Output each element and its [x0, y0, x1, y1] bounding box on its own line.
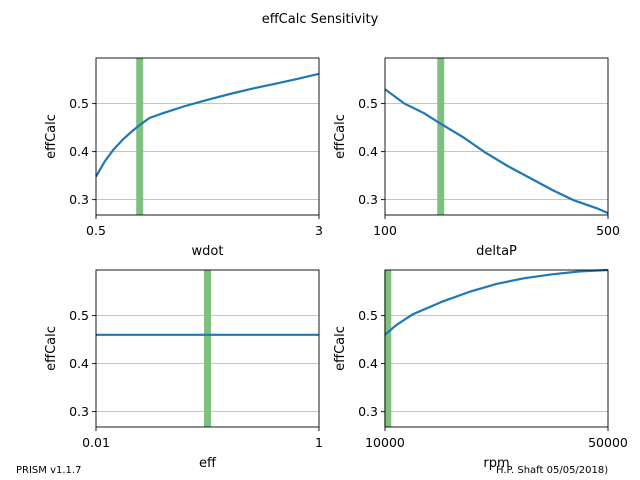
- footer-version: PRISM v1.1.7: [16, 465, 82, 476]
- x-tick-label: 10000: [365, 435, 405, 450]
- series-line: [95, 72, 320, 178]
- y-tick-label: 0.4: [358, 144, 378, 159]
- subplot-eff: 0.3 0.4 0.5 0.01 1 eff effCalc: [44, 269, 323, 471]
- axes-frame: [384, 269, 609, 428]
- y-tick-label: 0.5: [69, 96, 89, 111]
- x-tick-label: 0.5: [86, 223, 106, 238]
- y-tick-label: 0.5: [358, 308, 378, 323]
- axes-frame: [95, 57, 320, 216]
- x-axis-label: deltaP: [476, 244, 517, 259]
- series-line: [384, 88, 609, 215]
- x-axis-label: rpm: [483, 456, 509, 471]
- subplot-wdot: 0.3 0.4 0.5 0.5 3 wdot effCalc: [44, 57, 323, 259]
- y-tick-label: 0.5: [358, 96, 378, 111]
- x-tick-label: 500: [596, 223, 620, 238]
- y-axis-label: effCalc: [44, 326, 59, 371]
- x-tick-label: 1: [315, 435, 323, 450]
- marker-band: [437, 58, 445, 215]
- subplot-deltaP: 0.3 0.4 0.5 100 500 deltaP effCalc: [333, 57, 620, 259]
- x-axis-label: eff: [199, 456, 217, 471]
- y-tick-label: 0.4: [69, 356, 89, 371]
- x-axis-label: wdot: [192, 244, 224, 259]
- y-tick-label: 0.4: [358, 356, 378, 371]
- y-tick-label: 0.3: [358, 192, 378, 207]
- x-tick-label: 100: [373, 223, 397, 238]
- y-axis-label: effCalc: [333, 326, 348, 371]
- x-tick-label: 0.01: [82, 435, 110, 450]
- y-tick-label: 0.5: [69, 308, 89, 323]
- axes-frame: [384, 57, 609, 216]
- marker-band: [204, 270, 211, 427]
- y-axis-label: effCalc: [44, 114, 59, 159]
- y-tick-label: 0.3: [69, 192, 89, 207]
- y-tick-label: 0.3: [358, 404, 378, 419]
- x-tick-label: 3: [315, 223, 323, 238]
- footer-author: H.P. Shaft 05/05/2018): [496, 465, 609, 476]
- subplot-rpm: 0.3 0.4 0.5 10000 50000 rpm effCalc: [333, 268, 628, 471]
- y-axis-label: effCalc: [333, 114, 348, 159]
- x-tick-label: 50000: [588, 435, 628, 450]
- figure-title: effCalc Sensitivity: [262, 12, 379, 27]
- marker-band: [136, 58, 144, 215]
- series-line: [384, 268, 609, 336]
- marker-band: [384, 270, 392, 427]
- axes-frame: [95, 269, 320, 428]
- y-tick-label: 0.3: [69, 404, 89, 419]
- subplot-grid: 0.3 0.4 0.5 0.5 3 wdot effCalc 0.3 0.4 0.5 100 500 d…: [44, 57, 628, 471]
- y-tick-label: 0.4: [69, 144, 89, 159]
